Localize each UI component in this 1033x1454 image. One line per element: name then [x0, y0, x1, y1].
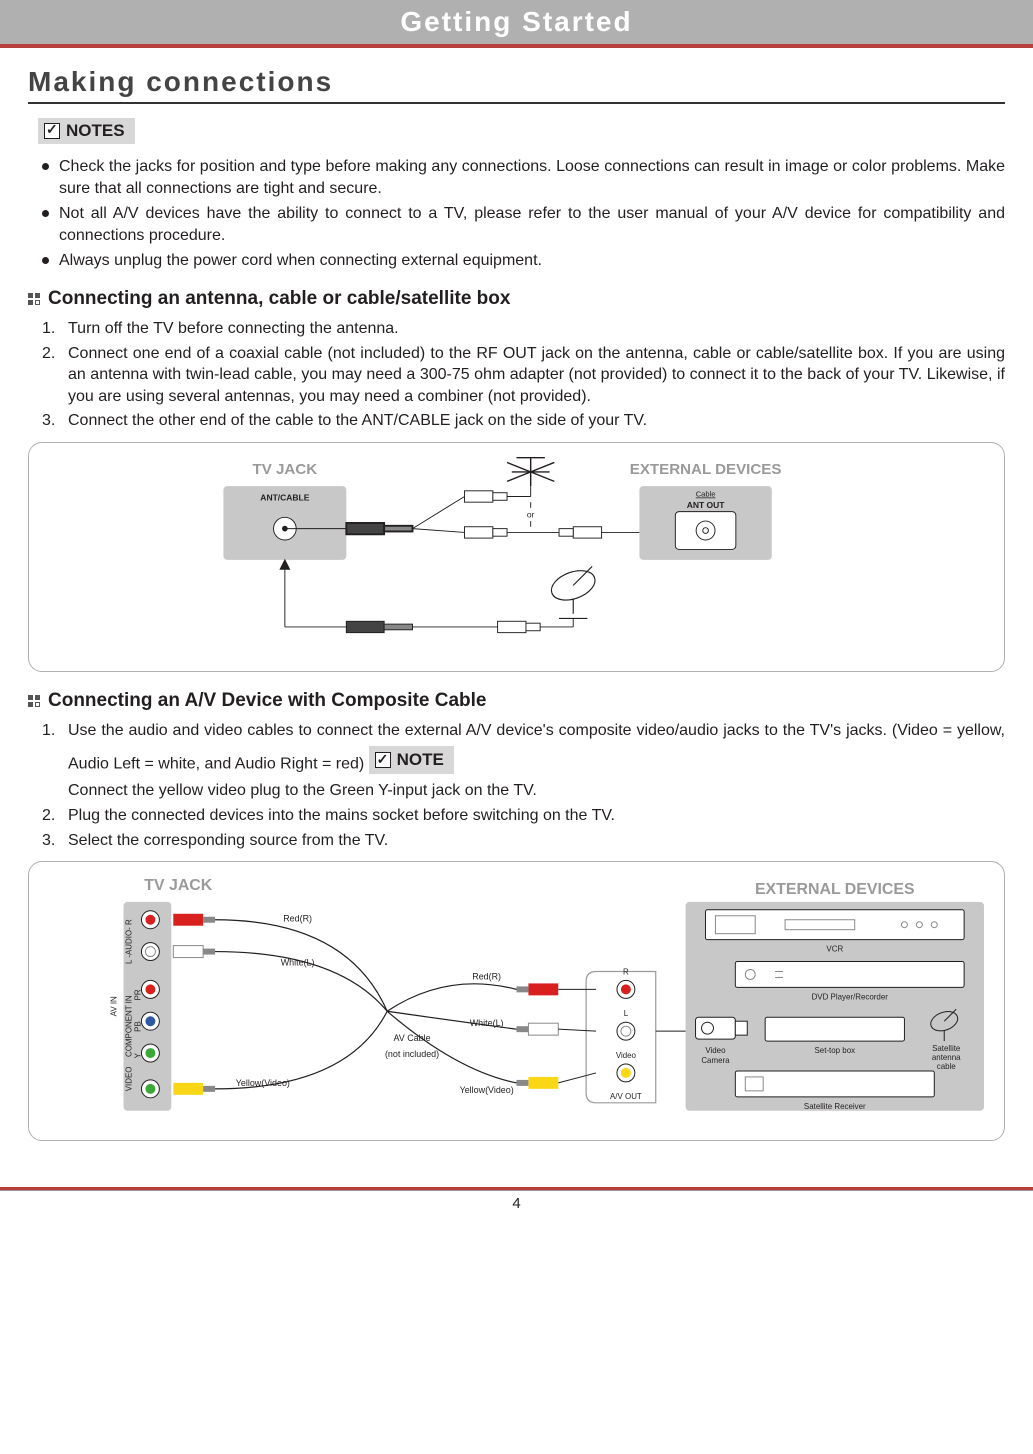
- cable-text: Cable: [696, 489, 716, 498]
- subheading-text: Connecting an A/V Device with Composite …: [48, 690, 486, 712]
- svg-text:L: L: [624, 1009, 629, 1018]
- settop-icon: [765, 1017, 904, 1041]
- dvd-icon: [735, 962, 964, 988]
- note-text: Check the jacks for position and type be…: [59, 156, 1005, 199]
- notes-list: Check the jacks for position and type be…: [42, 156, 1005, 272]
- diagram-antenna-svg: TV JACK EXTERNAL DEVICES ANT/CABLE: [39, 453, 994, 661]
- rca-right: [516, 984, 558, 1089]
- camera-label: Video: [705, 1046, 726, 1055]
- tvjack-label: TV JACK: [253, 461, 318, 478]
- whitel-right: White(L): [470, 1018, 504, 1028]
- video-label: VIDEO: [125, 1067, 134, 1092]
- svg-text:PB: PB: [133, 1021, 142, 1032]
- subheading-composite: Connecting an A/V Device with Composite …: [28, 690, 1005, 712]
- step-text: Turn off the TV before connecting the an…: [68, 318, 399, 340]
- svg-text:A/V OUT: A/V OUT: [610, 1092, 642, 1101]
- cable-lines: [215, 920, 516, 1089]
- svg-text:PR: PR: [133, 989, 142, 1000]
- note-text: Always unplug the power cord when connec…: [59, 250, 542, 272]
- page-number: 4: [0, 1195, 1033, 1212]
- note-item: Check the jacks for position and type be…: [42, 156, 1005, 199]
- diagram-antenna: TV JACK EXTERNAL DEVICES ANT/CABLE: [28, 442, 1005, 672]
- cable-bottom: [346, 618, 573, 632]
- step-item: Plug the connected devices into the main…: [42, 805, 1005, 827]
- antenna-icon: [507, 458, 554, 486]
- antout-text: ANT OUT: [687, 500, 726, 510]
- vcr-icon: [705, 910, 964, 940]
- svg-text:antenna: antenna: [932, 1053, 961, 1062]
- satrecv-icon: [735, 1071, 934, 1097]
- step-item: Connect one end of a coaxial cable (not …: [42, 343, 1005, 408]
- subheading-text: Connecting an antenna, cable or cable/sa…: [48, 288, 510, 310]
- avin-label: AV IN: [110, 996, 119, 1016]
- avout-panel: R L Video A/V OUT: [586, 968, 656, 1103]
- section-title: Making connections: [28, 66, 1005, 104]
- step-text: Connect the other end of the cable to th…: [68, 410, 647, 432]
- coax-tv-plug: [346, 496, 464, 534]
- rca-left: [173, 914, 215, 1095]
- dish-icon: [547, 565, 599, 618]
- step-item: Select the corresponding source from the…: [42, 830, 1005, 852]
- checkbox-icon: [44, 123, 60, 139]
- step-item: Use the audio and video cables to connec…: [42, 720, 1005, 802]
- steps-composite: Use the audio and video cables to connec…: [42, 720, 1005, 851]
- ext-label2: EXTERNAL DEVICES: [755, 881, 915, 898]
- tvjack-label2: TV JACK: [144, 877, 213, 894]
- ext-label: EXTERNAL DEVICES: [630, 461, 782, 478]
- componentin-label: COMPONENT IN: [125, 995, 134, 1057]
- dvd-label: DVD Player/Recorder: [812, 993, 889, 1002]
- audiolr-label: L -AUDIO- R: [125, 919, 134, 964]
- cable-top: [465, 486, 531, 502]
- section-icon: [28, 695, 40, 707]
- step-item: Connect the other end of the cable to th…: [42, 410, 1005, 432]
- step-item: Turn off the TV before connecting the an…: [42, 318, 1005, 340]
- checkbox-icon: [375, 752, 391, 768]
- footer-rule: [0, 1187, 1033, 1191]
- step-note-text: Connect the yellow video plug to the Gre…: [68, 780, 1005, 802]
- avcable-label: AV Cable: [393, 1033, 430, 1043]
- steps-antenna: Turn off the TV before connecting the an…: [42, 318, 1005, 432]
- notes-label: NOTES: [66, 121, 125, 141]
- antcable-text: ANT/CABLE: [260, 492, 309, 502]
- diagram-composite: TV JACK EXTERNAL DEVICES AV IN VIDEO COM…: [28, 861, 1005, 1141]
- section-icon: [28, 293, 40, 305]
- settop-label: Set-top box: [815, 1046, 856, 1055]
- step-text: Select the corresponding source from the…: [68, 830, 388, 852]
- cable-mid: [465, 527, 602, 538]
- satrecv-label: Satellite Receiver: [804, 1102, 866, 1111]
- notincluded-label: (not included): [385, 1049, 439, 1059]
- note-item: Always unplug the power cord when connec…: [42, 250, 1005, 272]
- vcr-label: VCR: [826, 945, 843, 954]
- note-label: NOTE: [397, 749, 444, 772]
- step-text: Connect one end of a coaxial cable (not …: [68, 343, 1005, 408]
- svg-text:Video: Video: [616, 1051, 637, 1060]
- svg-text:Camera: Camera: [701, 1056, 730, 1065]
- subheading-antenna: Connecting an antenna, cable or cable/sa…: [28, 288, 1005, 310]
- step-text: Plug the connected devices into the main…: [68, 805, 615, 827]
- whitel-left: White(L): [281, 958, 315, 968]
- yellowv-right: Yellow(Video): [460, 1085, 514, 1095]
- step-text: Use the audio and video cables to connec…: [68, 722, 1005, 772]
- note-badge-inline: NOTE: [369, 746, 454, 775]
- svg-text:cable: cable: [937, 1062, 957, 1071]
- notes-badge: NOTES: [38, 118, 135, 144]
- header-bar: Getting Started: [0, 0, 1033, 48]
- note-text: Not all A/V devices have the ability to …: [59, 203, 1005, 246]
- redr-left: Red(R): [283, 914, 312, 924]
- svg-text:Y: Y: [133, 1053, 142, 1059]
- page-content: Making connections NOTES Check the jacks…: [0, 48, 1033, 1169]
- svg-text:R: R: [623, 968, 629, 977]
- diagram-composite-svg: TV JACK EXTERNAL DEVICES AV IN VIDEO COM…: [39, 872, 994, 1131]
- note-item: Not all A/V devices have the ability to …: [42, 203, 1005, 246]
- header-title: Getting Started: [400, 6, 632, 37]
- svg-text:Satellite: Satellite: [932, 1044, 961, 1053]
- redr-right: Red(R): [472, 972, 501, 982]
- or-text: or: [527, 509, 535, 519]
